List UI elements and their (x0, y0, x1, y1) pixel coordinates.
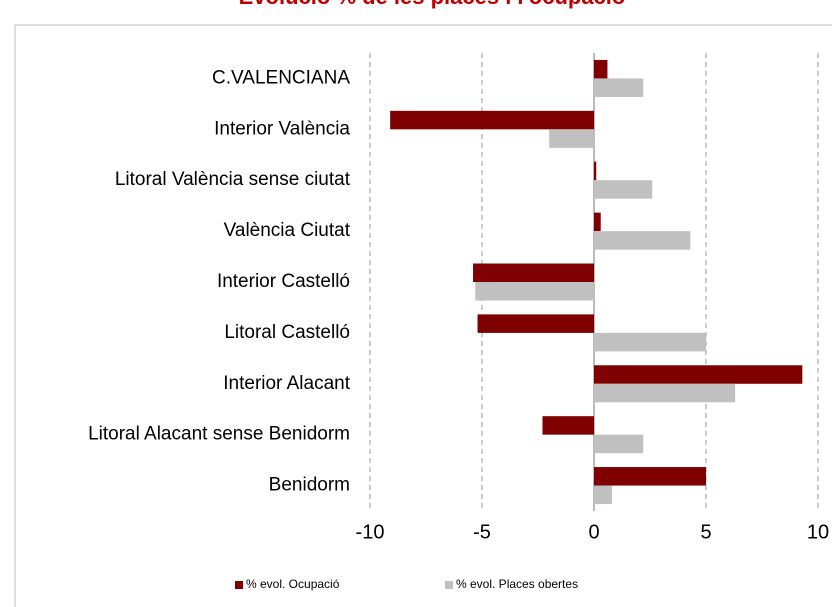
chart-frame (14, 24, 832, 607)
bar (594, 485, 612, 505)
legend-label: % evol. Ocupació (246, 577, 340, 591)
bar (594, 434, 644, 454)
bar (477, 314, 594, 333)
y-tick-label: Litoral València sense ciutat (115, 169, 351, 190)
bar (594, 365, 803, 384)
chart-title: Evolució % de les places i l'ocupació (239, 0, 626, 9)
y-tick-label: Litoral Castelló (224, 322, 350, 343)
y-tick-label: Interior Castelló (217, 271, 350, 292)
bar (594, 59, 608, 79)
legend-label: % evol. Places obertes (456, 577, 578, 591)
y-tick-label: Benidorm (269, 475, 350, 496)
bar (594, 383, 736, 403)
bar (473, 263, 594, 282)
bar (594, 467, 706, 486)
x-tick-label: -5 (473, 521, 491, 543)
bar (594, 180, 653, 199)
legend-swatch (235, 581, 243, 589)
bar (390, 110, 594, 130)
y-tick-label: València Ciutat (224, 220, 351, 241)
legend-swatch (445, 581, 453, 589)
bar (549, 129, 594, 148)
bar (594, 231, 691, 250)
bar (594, 161, 597, 181)
x-tick-label: 5 (700, 521, 711, 543)
bar (594, 332, 706, 352)
x-tick-label: 10 (807, 521, 829, 543)
x-tick-label: -10 (356, 521, 385, 543)
y-tick-label: Interior Alacant (223, 373, 350, 394)
bar (542, 416, 594, 435)
y-tick-label: Litoral Alacant sense Benidorm (88, 424, 350, 445)
bar (475, 282, 594, 301)
x-tick-label: 0 (588, 521, 599, 543)
y-tick-label: Interior València (214, 118, 350, 139)
bar (594, 212, 601, 232)
bar (594, 78, 644, 97)
y-tick-label: C.VALENCIANA (212, 67, 350, 88)
